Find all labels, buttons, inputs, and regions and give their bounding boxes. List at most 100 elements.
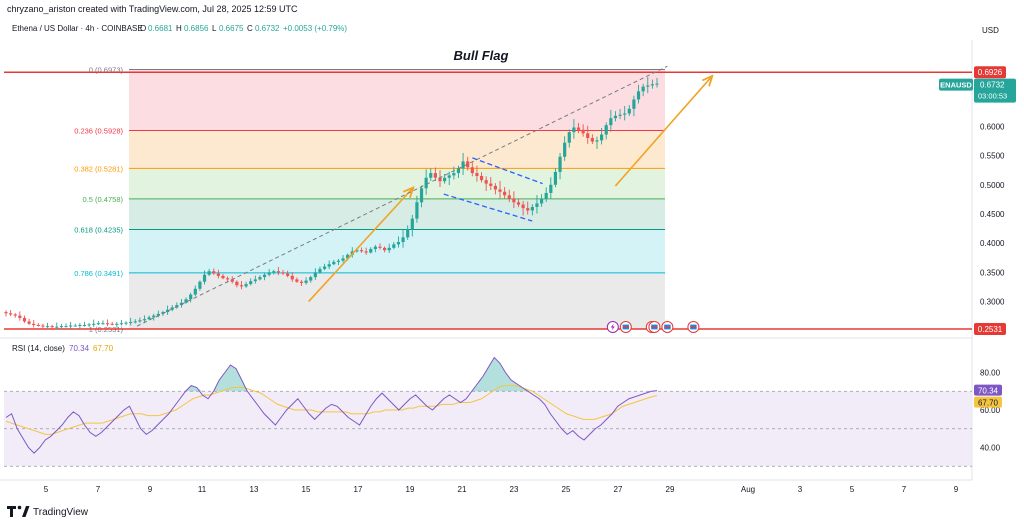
- candle-body-77: [359, 250, 364, 252]
- candle-body-104: [484, 180, 488, 184]
- candle-body-114: [530, 206, 534, 211]
- candle-body-49: [230, 279, 234, 282]
- candle-body-128: [595, 140, 599, 142]
- candle-body-126: [586, 133, 590, 139]
- candle-body-96: [447, 175, 451, 178]
- rsi-value-tag-bg: [974, 384, 1002, 396]
- ticker-countdown: 03:00:53: [978, 92, 1007, 101]
- time-tick-12: 29: [666, 485, 675, 494]
- fib-label-5: 0.786 (0.3491): [74, 269, 123, 278]
- candle-body-24: [115, 323, 119, 325]
- time-tick-4: 13: [250, 485, 259, 494]
- candle-body-55: [258, 277, 262, 280]
- price-axis[interactable]: 0.6000 0.5500 0.5000 0.4500 0.4000 0.3500 0.30…: [980, 122, 1005, 306]
- rsi-tick-2: 40.00: [980, 444, 1001, 453]
- candle-body-45: [212, 271, 216, 274]
- fib-label-2: 0.382 (0.5281): [74, 164, 123, 173]
- candle-body-129: [599, 134, 604, 141]
- candle-body-30: [142, 319, 147, 321]
- candle-body-72: [336, 260, 341, 262]
- candle-body-25: [119, 323, 124, 325]
- event-markers[interactable]: [606, 321, 700, 333]
- symbol-title[interactable]: Ethena / US Dollar · 4h · COINBASE: [12, 24, 143, 33]
- candle-body-19: [92, 323, 96, 325]
- trend-dashed-line: [136, 65, 668, 327]
- candle-body-127: [590, 138, 594, 142]
- rsi-tick-0: 80.00: [980, 369, 1001, 378]
- candle-body-67: [313, 272, 317, 278]
- price-tick-1: 0.5500: [980, 152, 1005, 161]
- candle-body-102: [475, 173, 479, 176]
- candle-body-108: [503, 191, 507, 196]
- ohlc-c-value: 0.6732: [255, 24, 280, 33]
- candle-body-123: [572, 127, 576, 133]
- time-tick-13: Aug: [741, 485, 755, 494]
- candle-body-79: [369, 249, 373, 253]
- fib-zone-4: [129, 229, 665, 273]
- ohlc-o-value: 0.6681: [148, 24, 173, 33]
- price-tick-0: 0.6000: [980, 122, 1005, 131]
- fib-label-0: 0 (0.6973): [89, 66, 124, 75]
- candle-body-122: [567, 132, 571, 143]
- ohlc-o-label: O: [140, 24, 146, 33]
- candle-body-95: [443, 177, 447, 182]
- candle-body-110: [512, 198, 516, 203]
- currency-label[interactable]: USD: [982, 26, 999, 35]
- time-axis[interactable]: 5 7 9 11 13 15 17 19 21 23 25 27 29 Aug 3 5 7 9: [44, 485, 959, 494]
- rsi-tick-1: 60.00: [980, 406, 1001, 415]
- candle-body-53: [249, 281, 253, 285]
- rsi-ma-legend-value: 67.70: [93, 344, 114, 353]
- price-tick-4: 0.4000: [980, 239, 1005, 248]
- candle-body-119: [553, 171, 558, 185]
- rsi-plot: 80.00 60.00 40.00 70.34 67.70: [4, 356, 1002, 467]
- candle-body-91: [424, 177, 428, 189]
- candle-body-28: [133, 321, 137, 323]
- ticker-symbol-bg: [939, 78, 973, 91]
- flag-line-upper: [472, 157, 543, 185]
- ohlc-l-value: 0.6675: [219, 24, 244, 33]
- candle-body-59: [276, 271, 281, 273]
- trend-arrow-0: [308, 188, 413, 303]
- event-lightning-icon: [606, 321, 619, 333]
- ticker-symbol: ENAUSD: [940, 81, 972, 90]
- ohlc-c-label: C: [247, 24, 253, 33]
- candle-body-94: [438, 177, 442, 182]
- candle-body-5: [27, 321, 31, 324]
- candle-body-17: [82, 324, 87, 326]
- price-tick-2: 0.5000: [980, 181, 1005, 190]
- drawings[interactable]: [136, 65, 712, 327]
- time-tick-14: 3: [798, 485, 803, 494]
- candle-body-62: [290, 275, 294, 280]
- candle-body-136: [632, 99, 636, 109]
- candle-body-31: [147, 317, 151, 320]
- candle-body-97: [452, 173, 456, 176]
- candle-body-137: [636, 91, 641, 100]
- time-tick-11: 27: [614, 485, 623, 494]
- candle-body-48: [226, 278, 230, 280]
- time-tick-10: 25: [562, 485, 571, 494]
- candle-body-120: [558, 156, 562, 172]
- candle-body-8: [41, 325, 45, 327]
- rsi-overbought-fill: [6, 357, 657, 392]
- candle-body-10: [50, 326, 54, 328]
- candle-body-90: [419, 188, 424, 203]
- candle-body-66: [309, 277, 313, 281]
- candle-body-57: [267, 272, 271, 275]
- candle-body-140: [650, 84, 654, 86]
- ticker-price: 0.6732: [980, 81, 1005, 90]
- time-tick-16: 7: [902, 485, 907, 494]
- price-tick-5: 0.3500: [980, 268, 1005, 277]
- candle-body-130: [604, 125, 608, 135]
- candle-body-2: [13, 314, 17, 316]
- tv-logo-text: TradingView: [33, 507, 89, 518]
- rsi-title[interactable]: RSI (14, close): [12, 344, 65, 353]
- time-tick-6: 17: [354, 485, 363, 494]
- candle-body-3: [18, 315, 22, 318]
- candle-body-35: [165, 309, 170, 313]
- candle-body-82: [382, 247, 387, 251]
- candle-body-46: [216, 273, 220, 276]
- candle-body-70: [327, 264, 331, 267]
- candle-body-121: [563, 142, 567, 157]
- candle-body-134: [623, 113, 627, 115]
- rsi-legend-value: 70.34: [69, 344, 90, 353]
